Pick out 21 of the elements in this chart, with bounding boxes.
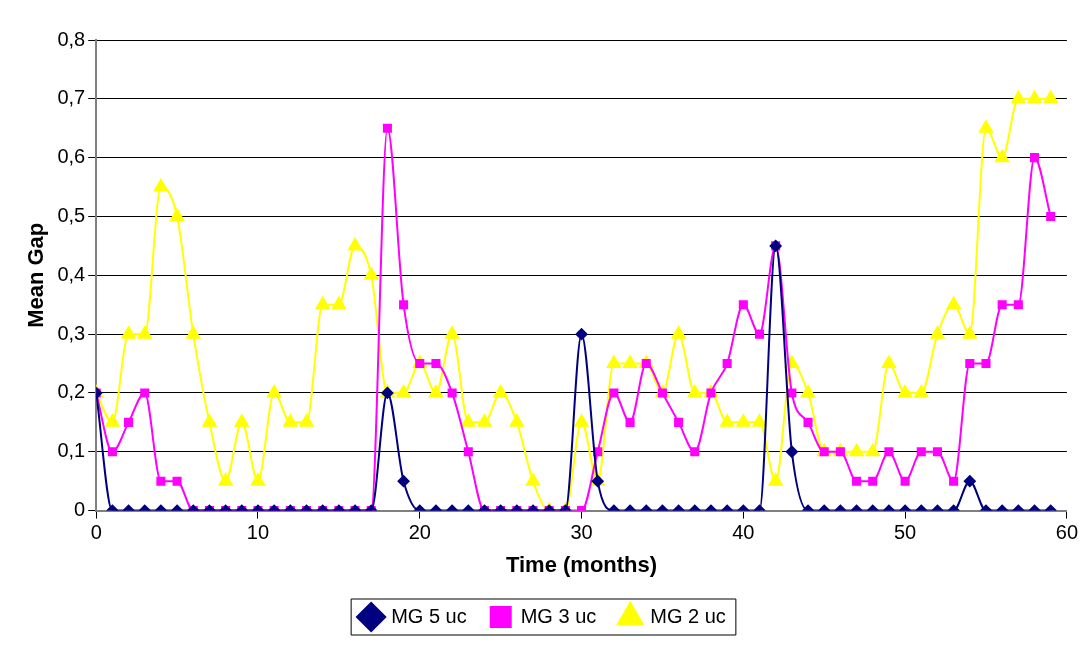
x-axis-title: Time (months) [505,551,658,577]
x-tick-label: 0 [90,521,102,544]
x-tick-label: 60 [1055,521,1078,544]
x-tick-label: 10 [246,521,270,544]
x-tick-label: 50 [893,521,917,544]
y-tick-label: 0,1 [57,439,86,462]
y-tick-label: 0,2 [57,380,86,403]
y-tick-label: 0,3 [57,321,86,344]
legend-label: MG 3 uc [520,604,597,627]
y-tick-label: 0 [74,498,86,521]
y-tick-label: 0,5 [57,203,86,226]
legend-label: MG 2 uc [650,604,726,627]
y-tick-label: 0,7 [57,86,86,109]
x-tick-label: 40 [732,521,755,544]
x-tick-label: 20 [408,521,431,544]
y-tick-label: 0,4 [57,262,86,285]
y-axis-title: Mean Gap [23,222,49,328]
y-tick-label: 0,6 [57,145,86,168]
legend-label: MG 5 uc [391,604,467,627]
x-tick-label: 30 [570,521,593,544]
y-tick-label: 0,8 [57,27,86,50]
